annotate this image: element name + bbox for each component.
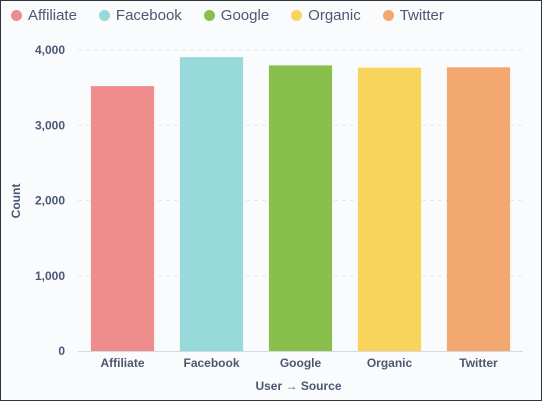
x-tick-label: Facebook (183, 356, 239, 370)
x-tick-label: Affiliate (100, 356, 144, 370)
legend-item-organic[interactable]: Organic (291, 7, 361, 24)
y-tick-label: 3,000 (35, 118, 65, 132)
y-tick-label: 0 (58, 344, 65, 358)
y-tick-label: 1,000 (35, 269, 65, 283)
y-axis-label: Count (9, 184, 23, 219)
bar-affiliate[interactable] (90, 86, 155, 352)
legend-dot-google (203, 9, 215, 21)
bar-facebook[interactable] (179, 57, 244, 352)
legend-label-google: Google (220, 6, 270, 24)
legend-dot-organic (291, 9, 303, 21)
legend-dot-twitter (382, 9, 394, 21)
legend-item-affiliate[interactable]: Affiliate (11, 7, 77, 24)
legend-item-twitter[interactable]: Twitter (382, 6, 444, 24)
x-tick-label: Google (280, 356, 322, 370)
legend-label-organic: Organic (308, 6, 361, 24)
legend-item-facebook[interactable]: Facebook (98, 6, 182, 24)
legend-dot-affiliate (11, 9, 22, 21)
legend-label-affiliate: Affiliate (28, 6, 77, 24)
x-axis-label: User → Source (255, 379, 341, 393)
bars (90, 57, 511, 352)
y-tick-label: 4,000 (35, 43, 65, 57)
bar-organic[interactable] (357, 67, 422, 351)
y-tick-label: 2,000 (35, 194, 65, 208)
x-tick-label: Twitter (459, 356, 498, 370)
bar-twitter[interactable] (446, 67, 511, 352)
x-axis-ticks: Affiliate Facebook Google Organic Twitter (100, 356, 498, 370)
y-axis-ticks: 0 1,000 2,000 3,000 4,000 (35, 43, 65, 358)
chart-legend: Affiliate Facebook Google Organic Twitte… (1, 1, 456, 29)
bar-google[interactable] (268, 65, 333, 352)
legend-dot-facebook (98, 9, 110, 21)
legend-item-google[interactable]: Google (203, 6, 270, 24)
legend-label-twitter: Twitter (399, 6, 444, 24)
legend-label-facebook: Facebook (115, 6, 182, 24)
x-tick-label: Organic (367, 356, 413, 370)
